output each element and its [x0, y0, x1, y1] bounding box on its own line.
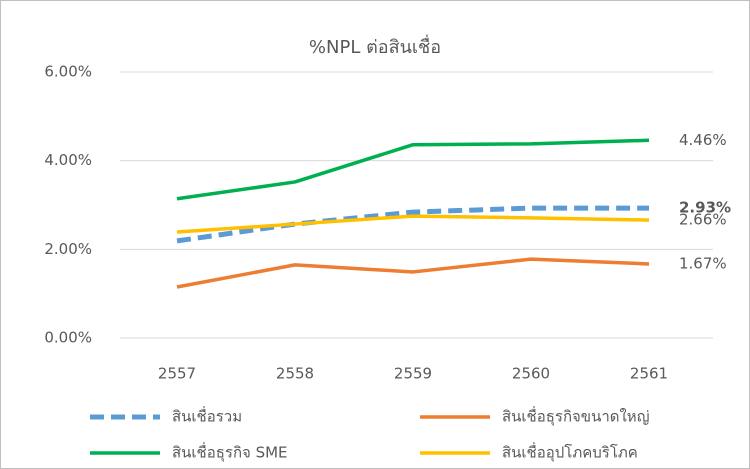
data-label: 4.46% [679, 131, 727, 149]
series-line [176, 138, 650, 201]
data-label: 2.66% [679, 211, 727, 229]
x-tick-label: 2560 [512, 365, 550, 383]
series-line [176, 214, 650, 234]
series-line [176, 257, 650, 289]
data-label: 2.93% [679, 199, 731, 217]
legend-label: สินเชื่อธุรกิจ SME [172, 442, 288, 463]
y-tick-label: 6.00% [44, 63, 92, 81]
legend-label: สินเชื่อรวม [172, 406, 242, 426]
y-tick-label: 0.00% [44, 329, 92, 347]
y-tick-label: 2.00% [44, 240, 92, 258]
series-line [176, 205, 649, 244]
chart-title: %NPL ต่อสินเชื่อ [309, 34, 441, 58]
legend-label: สินเชื่อธุรกิจขนาดใหญ่ [502, 406, 649, 427]
x-tick-label: 2561 [630, 365, 668, 383]
x-tick-label: 2558 [276, 365, 314, 383]
legend-label: สินเชื่ออุปโภคบริโภค [502, 442, 638, 463]
x-tick-label: 2559 [394, 365, 432, 383]
y-tick-label: 4.00% [44, 151, 92, 169]
x-tick-label: 2557 [158, 365, 196, 383]
data-label: 1.67% [679, 254, 727, 272]
